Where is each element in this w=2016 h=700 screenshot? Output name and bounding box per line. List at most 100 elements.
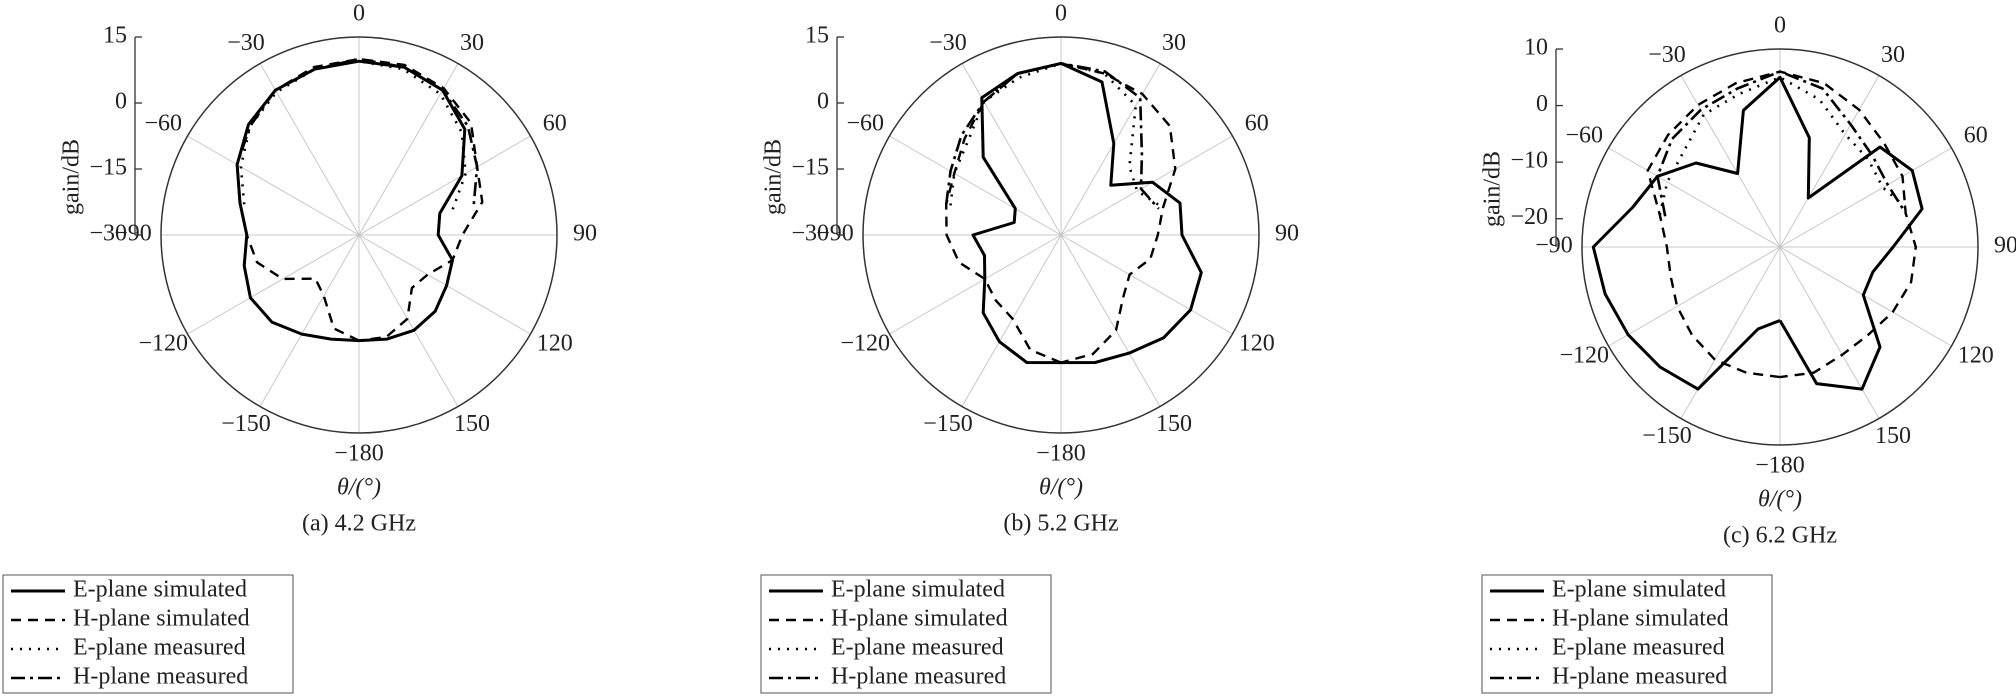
legend-label: E-plane simulated: [1552, 577, 1726, 603]
grid-spoke: [1779, 246, 1952, 347]
legend-label: H-plane measured: [73, 664, 248, 690]
series-line: [235, 57, 484, 342]
grid-spoke: [889, 135, 1062, 236]
theta-tick-label: −30: [929, 30, 967, 56]
theta-axis-label: θ/(°): [337, 475, 381, 501]
grid-spoke: [1779, 147, 1952, 248]
theta-tick-label: 30: [1881, 42, 1905, 68]
grid-spoke: [259, 234, 360, 407]
grid-spoke: [259, 63, 360, 236]
theta-tick-label: −90: [114, 221, 152, 247]
grid-spoke: [1680, 75, 1781, 248]
theta-tick-label: −90: [1535, 233, 1573, 259]
r-axis-label: gain/dB: [59, 139, 85, 215]
theta-tick-label: 120: [1958, 343, 1994, 369]
theta-tick-label: −180: [334, 441, 384, 467]
polar-chart: 0306090120150−180−150−120−90−60−30−30−15…: [2, 1, 597, 694]
grid-spoke: [1060, 135, 1233, 236]
theta-tick-label: 90: [573, 221, 597, 247]
grid-spoke: [187, 135, 360, 236]
r-axis-label: gain/dB: [761, 139, 787, 215]
r-tick-label: 10: [1524, 35, 1548, 61]
theta-tick-label: 120: [537, 331, 573, 357]
theta-tick-label: 120: [1239, 331, 1275, 357]
r-tick-label: 15: [805, 23, 829, 49]
grid-spoke: [961, 234, 1062, 407]
legend-label: E-plane simulated: [73, 577, 247, 603]
theta-tick-label: −30: [227, 30, 265, 56]
polar-chart: 0306090120150−180−150−120−90−60−30−30−15…: [760, 1, 1299, 694]
legend-frame: [1481, 574, 1773, 694]
legend-label: H-plane simulated: [73, 606, 250, 632]
r-tick-label: −30: [791, 221, 829, 247]
theta-tick-label: −150: [923, 411, 973, 437]
grid-spoke: [187, 234, 360, 335]
theta-tick-label: −150: [221, 411, 271, 437]
grid-spoke: [358, 234, 459, 407]
legend-label: E-plane simulated: [831, 577, 1005, 603]
theta-tick-label: −60: [1566, 123, 1604, 149]
series-line: [944, 62, 1160, 210]
legend-label: E-plane measured: [831, 635, 1004, 661]
theta-tick-label: 30: [460, 30, 484, 56]
chart-title: (b) 5.2 GHz: [1003, 511, 1118, 537]
grid-spoke: [1060, 234, 1161, 407]
legend-frame: [760, 574, 1052, 694]
r-axis-label: gain/dB: [1480, 151, 1506, 227]
r-tick-label: −15: [89, 155, 127, 181]
theta-tick-label: −60: [847, 111, 885, 137]
legend-label: E-plane measured: [73, 635, 246, 661]
series-line: [235, 57, 479, 205]
grid-spoke: [1060, 234, 1233, 335]
series-line: [949, 62, 1164, 209]
theta-tick-label: 0: [1774, 13, 1786, 39]
series-line: [1591, 75, 1924, 391]
theta-tick-label: 90: [1994, 233, 2016, 259]
theta-tick-label: −180: [1036, 441, 1086, 467]
grid-spoke: [1608, 246, 1781, 347]
grid-spoke: [358, 234, 531, 335]
r-tick-label: −15: [791, 155, 829, 181]
series-line: [945, 62, 1177, 364]
theta-tick-label: −120: [1560, 343, 1610, 369]
r-tick-label: 0: [1536, 91, 1548, 117]
theta-tick-label: −90: [816, 221, 854, 247]
theta-tick-label: 0: [1055, 1, 1067, 27]
grid-spoke: [961, 63, 1062, 236]
chart-title: (c) 6.2 GHz: [1723, 523, 1837, 549]
legend-label: H-plane measured: [831, 664, 1006, 690]
theta-tick-label: 60: [543, 111, 567, 137]
theta-tick-label: −60: [145, 111, 183, 137]
r-tick-label: −20: [1510, 204, 1548, 230]
r-tick-label: 0: [115, 89, 127, 115]
polar-chart: 0 30 60 90 120 150 −180 −150 −120 −90 −60 −30 −20 −10…: [1480, 13, 2016, 694]
theta-tick-label: −120: [139, 331, 189, 357]
theta-tick-label: 0: [353, 1, 365, 27]
theta-axis-label: θ/(°): [1039, 475, 1083, 501]
legend-label: E-plane measured: [1552, 635, 1725, 661]
legend-frame: [2, 574, 294, 694]
r-tick-label: 15: [103, 23, 127, 49]
grid-spoke: [358, 135, 531, 236]
r-tick-label: −30: [89, 221, 127, 247]
theta-tick-label: −180: [1755, 453, 1805, 479]
grid-spoke: [1779, 75, 1880, 248]
theta-tick-label: 150: [1875, 423, 1911, 449]
r-tick-label: 0: [817, 89, 829, 115]
theta-axis-label: θ/(°): [1758, 487, 1802, 513]
chart-title: (a) 4.2 GHz: [302, 511, 416, 537]
polar-frame: [862, 36, 1260, 434]
theta-tick-label: 150: [1156, 411, 1192, 437]
theta-tick-label: 60: [1245, 111, 1269, 137]
grid-spoke: [1779, 246, 1880, 419]
theta-tick-label: −120: [841, 331, 891, 357]
theta-tick-label: 90: [1275, 221, 1299, 247]
grid-spoke: [889, 234, 1062, 335]
series-line: [1656, 70, 1907, 217]
theta-tick-label: −150: [1642, 423, 1692, 449]
theta-tick-label: 30: [1162, 30, 1186, 56]
grid-spoke: [1060, 63, 1161, 236]
series-line: [1658, 76, 1912, 216]
grid-spoke: [1608, 147, 1781, 248]
legend-label: H-plane measured: [1552, 664, 1727, 690]
